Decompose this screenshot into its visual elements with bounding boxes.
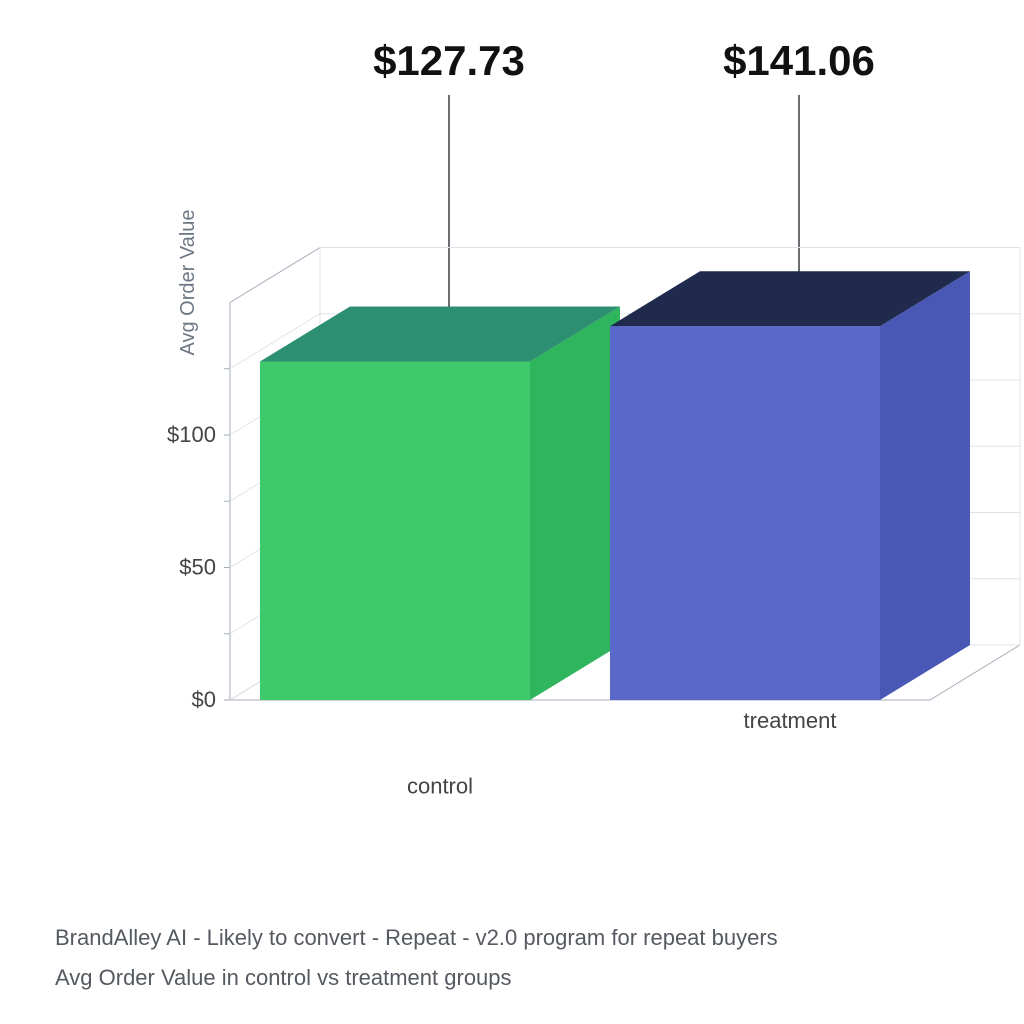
bar-value-label: $127.73 — [373, 37, 525, 84]
category-label: control — [407, 774, 473, 799]
y-tick-label: $0 — [192, 687, 216, 712]
bar-front — [610, 326, 880, 700]
bar-front — [260, 362, 530, 700]
bar-side — [880, 271, 970, 700]
caption-line-2: Avg Order Value in control vs treatment … — [55, 960, 512, 995]
y-tick-label: $100 — [167, 422, 216, 447]
bar-chart-3d: $0 $50 $100 Avg Order Value control $127.73 tr… — [0, 0, 1024, 860]
caption-line-1: BrandAlley AI - Likely to convert - Repe… — [55, 920, 778, 955]
y-tick-label: $50 — [179, 555, 216, 580]
bar-side — [530, 307, 620, 700]
category-label: treatment — [744, 708, 837, 733]
y-axis-title: Avg Order Value — [177, 209, 199, 355]
bar-value-label: $141.06 — [723, 37, 875, 84]
